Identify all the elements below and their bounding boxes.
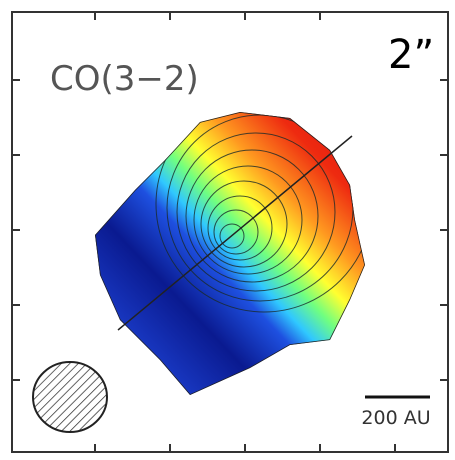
contour [213,209,259,255]
outline [95,112,365,395]
scale-bar-label: 200 AU [361,407,430,429]
contour [176,132,336,292]
beam [32,361,108,433]
contour [185,149,319,283]
major-axis [117,135,353,331]
scale-label: 2” [388,32,434,78]
contour [155,112,365,313]
line-label: CO(3−2) [50,59,199,99]
contour [207,195,273,261]
ticks [12,12,448,452]
contour [193,165,303,275]
contour [219,223,245,249]
contour [200,180,288,268]
